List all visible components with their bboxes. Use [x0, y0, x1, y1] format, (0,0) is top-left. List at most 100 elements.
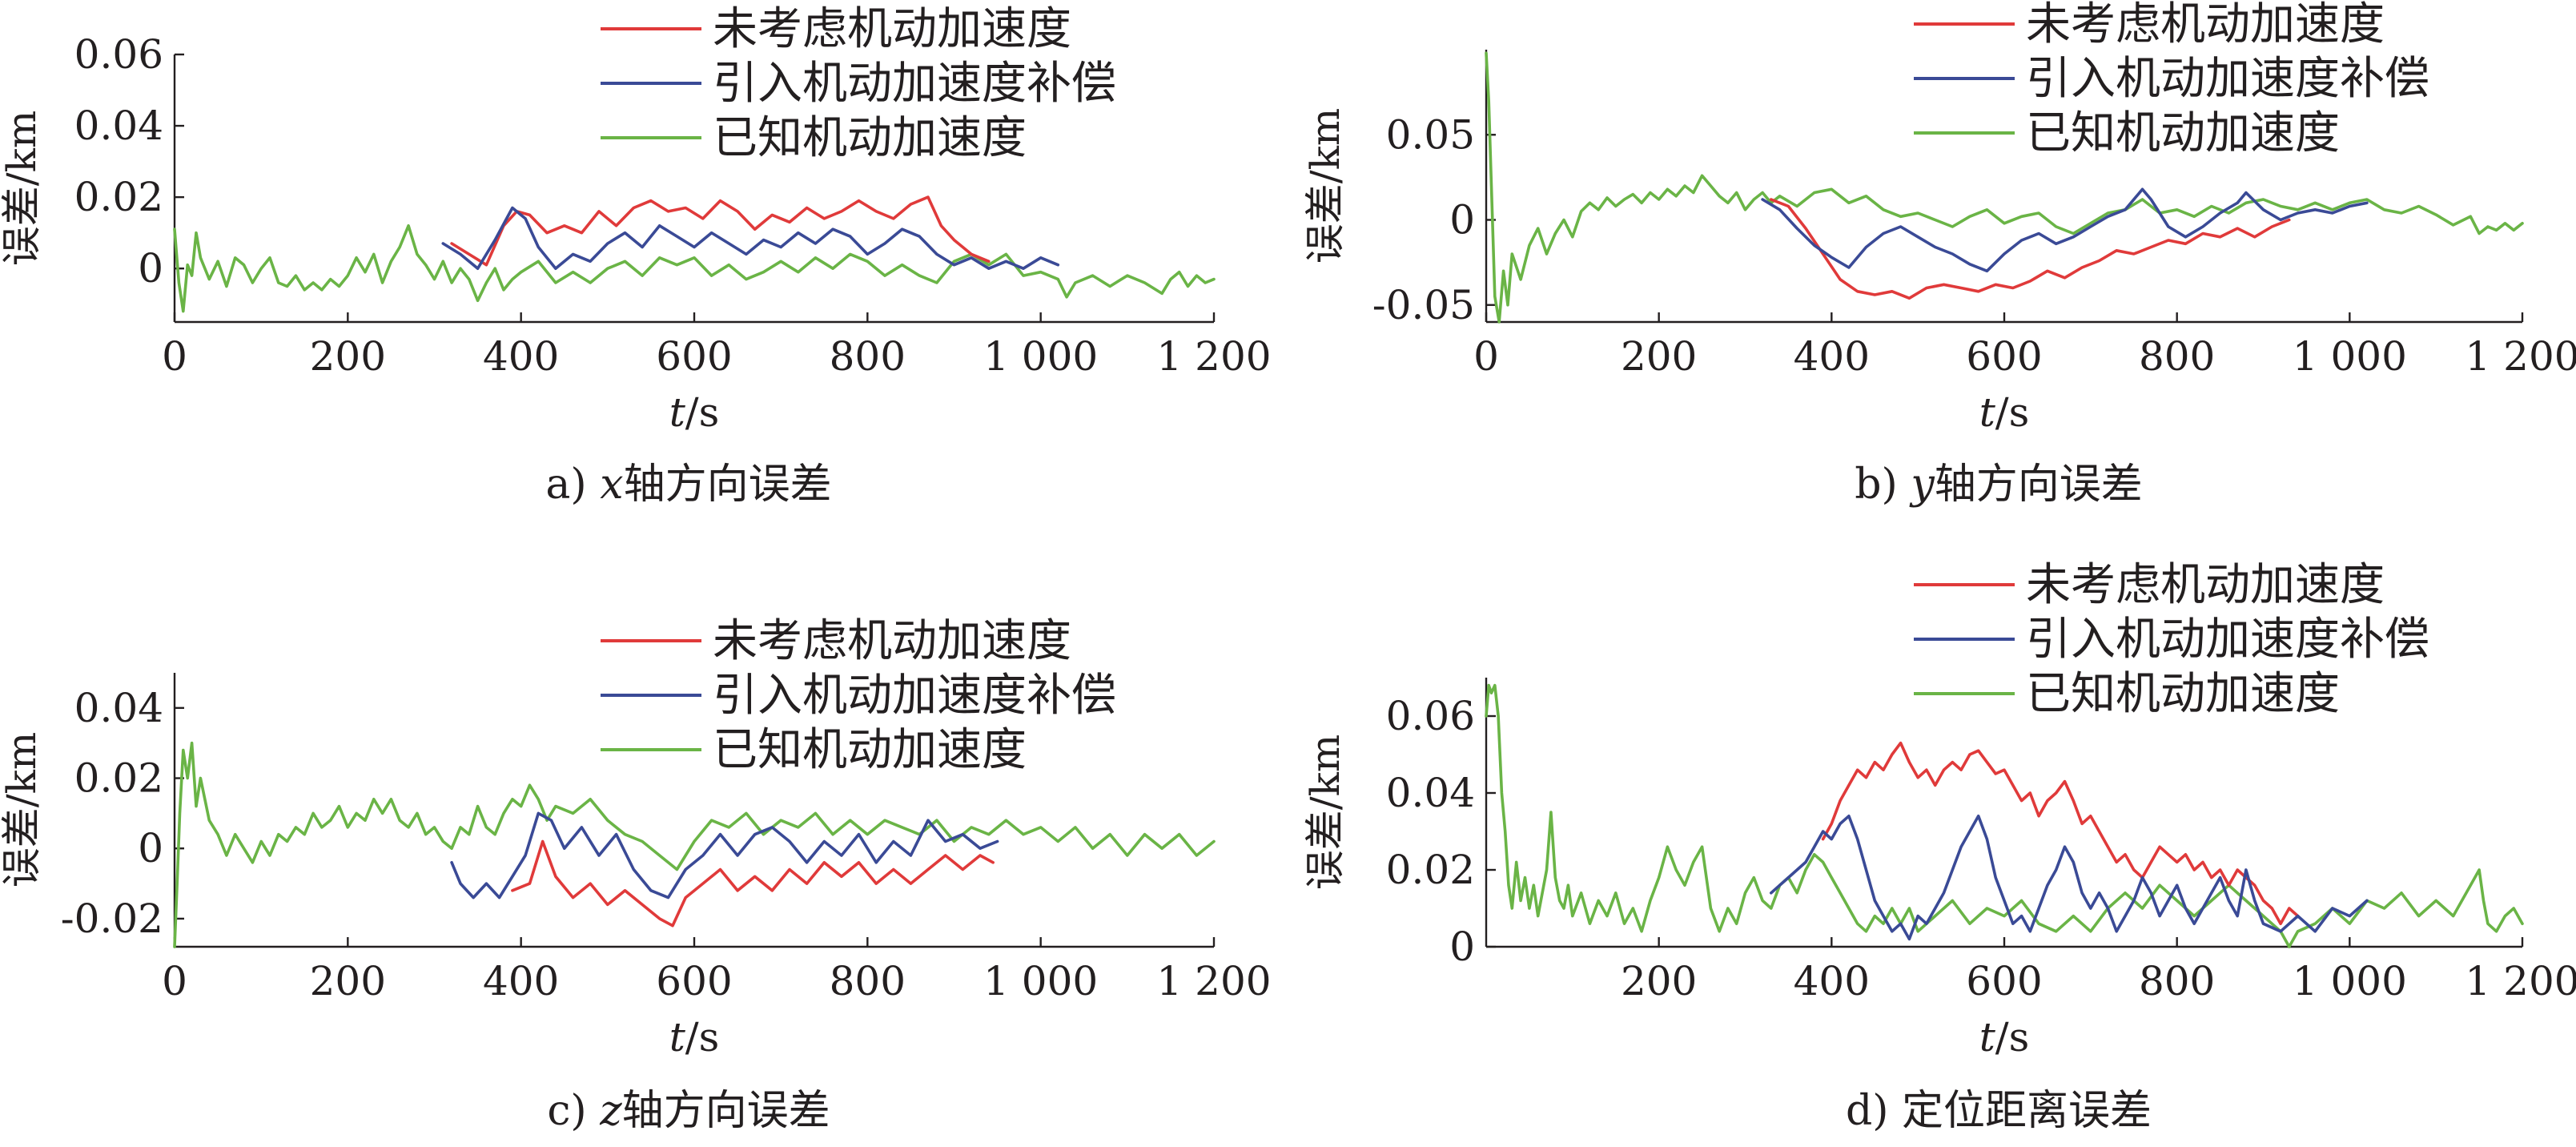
- x-tick-label: 400: [1794, 958, 1870, 1004]
- series-line-1: [450, 811, 999, 899]
- y-tick-label: 0.02: [74, 174, 163, 220]
- x-tick-label: 800: [830, 333, 906, 380]
- y-tick-label: 0.04: [74, 103, 163, 149]
- caption-prefix: d): [1846, 1087, 1902, 1135]
- x-axis-variable: t: [669, 389, 686, 436]
- panel-a: 0 200 400 600 800 1 000 1 200 0 0.02 0.04 0.06 误差/k…: [0, 3, 1272, 509]
- x-tick-label: 800: [2139, 958, 2215, 1004]
- x-tick-label: 200: [310, 333, 386, 380]
- y-axis-label: 误差/km: [1302, 734, 1348, 891]
- caption-variable: y: [1909, 461, 1935, 509]
- x-tick-label: 0: [162, 333, 187, 380]
- x-tick-label: 200: [310, 958, 386, 1004]
- panel-c: 0 200 400 600 800 1 000 1 200 -0.02 0 0.02 0.04 误差/…: [0, 615, 1272, 1135]
- legend-label: 未考虑机动加速度: [2026, 0, 2385, 50]
- x-axis-label: t/s: [1979, 1014, 2030, 1060]
- x-axis-label: t/s: [1979, 389, 2030, 436]
- y-axis-label: 误差/km: [0, 111, 45, 267]
- panel-caption: a) x轴方向误差: [545, 461, 831, 509]
- panel-d: 200 400 600 800 1 000 1 200 0 0.02 0.04 0.06 误差/km…: [1302, 559, 2576, 1135]
- caption-prefix: a): [545, 461, 600, 509]
- y-tick-label: 0: [1449, 197, 1475, 243]
- x-axis-unit: /s: [1995, 1014, 2030, 1060]
- legend-label: 已知机动加速度: [713, 112, 1027, 164]
- y-tick-label: 0.06: [74, 31, 163, 78]
- x-axis-label: t/s: [669, 1014, 720, 1060]
- legend-label: 引入机动加速度补偿: [2026, 53, 2429, 105]
- y-tick-label: 0.02: [1386, 847, 1475, 893]
- x-axis-unit: /s: [1995, 389, 2030, 436]
- series-line-0: [450, 195, 991, 267]
- series-line-1: [1770, 815, 2369, 941]
- x-tick-label: 400: [483, 958, 559, 1004]
- panel-caption: d) 定位距离误差: [1846, 1087, 2152, 1135]
- x-tick-label: 1 200: [2465, 958, 2576, 1004]
- x-tick-label: 1 200: [1156, 958, 1271, 1004]
- legend-label: 引入机动加速度补偿: [2026, 614, 2429, 666]
- legend-label: 未考虑机动加速度: [713, 3, 1071, 55]
- legend-label: 已知机动加速度: [713, 724, 1027, 776]
- series-line-1: [1761, 187, 2369, 273]
- series-line-2: [173, 224, 1216, 313]
- caption-variable: x: [600, 461, 623, 509]
- x-axis-variable: t: [1979, 389, 1996, 436]
- x-tick-label: 1 000: [983, 333, 1098, 380]
- y-tick-label: 0: [1449, 924, 1475, 970]
- y-tick-label: 0.06: [1386, 693, 1475, 739]
- caption-variable: z: [599, 1087, 622, 1135]
- x-tick-label: 800: [830, 958, 906, 1004]
- y-tick-label: 0.04: [74, 685, 163, 731]
- x-axis-unit: /s: [685, 389, 720, 436]
- y-tick-label: -0.02: [61, 895, 163, 942]
- y-tick-label: 0.04: [1386, 770, 1475, 816]
- series-line-0: [511, 839, 995, 928]
- x-tick-label: 200: [1621, 333, 1697, 380]
- series-line-2: [173, 741, 1216, 948]
- legend-label: 引入机动加速度补偿: [713, 58, 1116, 110]
- y-axis-label: 误差/km: [0, 732, 45, 888]
- caption-text: 轴方向误差: [624, 461, 832, 509]
- x-tick-label: 800: [2139, 333, 2215, 380]
- x-axis-unit: /s: [685, 1014, 720, 1060]
- x-tick-label: 1 000: [2293, 333, 2407, 380]
- panel-caption: b) y轴方向误差: [1855, 461, 2143, 509]
- x-axis-variable: t: [669, 1014, 686, 1060]
- x-tick-label: 1 000: [2293, 958, 2407, 1004]
- series-line-0: [1770, 198, 2291, 300]
- x-tick-label: 600: [656, 333, 732, 380]
- y-axis-label: 误差/km: [1302, 108, 1348, 264]
- x-tick-label: 200: [1621, 958, 1697, 1004]
- x-tick-label: 1 200: [1156, 333, 1271, 380]
- legend-label: 未考虑机动加速度: [713, 615, 1071, 667]
- legend-label: 已知机动加速度: [2026, 107, 2340, 159]
- x-tick-label: 1 000: [983, 958, 1098, 1004]
- y-tick-label: 0.05: [1386, 111, 1475, 158]
- x-tick-label: 0: [162, 958, 187, 1004]
- series-line-2: [1485, 683, 2524, 948]
- x-tick-label: 600: [1966, 958, 2042, 1004]
- series-line-0: [1821, 741, 2300, 925]
- series-line-1: [441, 206, 1060, 270]
- x-tick-label: 600: [1966, 333, 2042, 380]
- x-tick-label: 400: [1794, 333, 1870, 380]
- x-axis-variable: t: [1979, 1014, 1996, 1060]
- caption-text: 轴方向误差: [1935, 461, 2143, 509]
- legend-label: 已知机动加速度: [2026, 668, 2340, 720]
- x-axis-label: t/s: [669, 389, 720, 436]
- legend-label: 未考虑机动加速度: [2026, 559, 2385, 611]
- x-tick-label: 1 200: [2465, 333, 2576, 380]
- y-tick-label: 0: [138, 825, 163, 871]
- panel-caption: c) z轴方向误差: [547, 1087, 830, 1135]
- x-tick-label: 0: [1473, 333, 1499, 380]
- caption-prefix: c): [547, 1087, 600, 1135]
- caption-text: 轴方向误差: [622, 1087, 830, 1135]
- y-tick-label: 0.02: [74, 755, 163, 802]
- x-tick-label: 400: [483, 333, 559, 380]
- legend-label: 引入机动加速度补偿: [713, 670, 1116, 722]
- caption-prefix: b): [1855, 461, 1911, 509]
- series-line-2: [1485, 51, 2524, 324]
- x-tick-label: 600: [656, 958, 732, 1004]
- y-tick-label: 0: [138, 245, 163, 292]
- caption-text: 定位距离误差: [1902, 1087, 2152, 1135]
